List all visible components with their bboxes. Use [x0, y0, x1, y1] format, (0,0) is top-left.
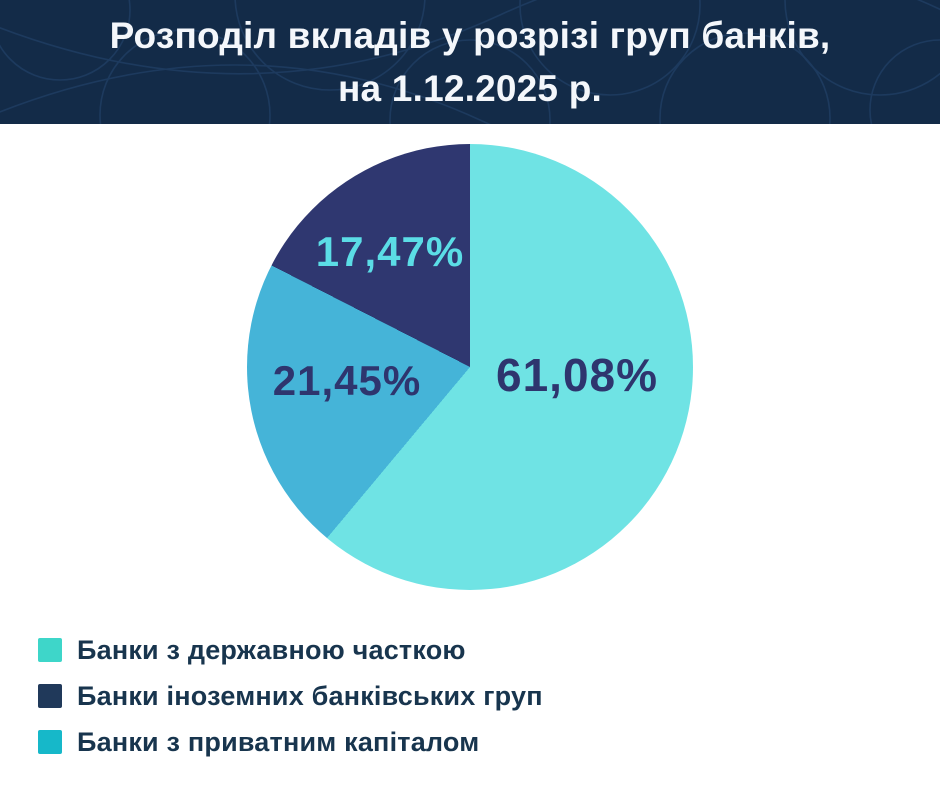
legend-item-state-banks: Банки з державною часткою — [38, 627, 543, 673]
pie-label-state-banks: 61,08% — [495, 349, 659, 401]
legend-swatch-private-banks — [38, 730, 62, 754]
legend-label-foreign-banks: Банки іноземних банківських груп — [77, 680, 543, 711]
pie-label-private-banks: 21,45% — [272, 357, 422, 404]
chart-title-line1: Розподіл вкладів у розрізі груп банків, — [109, 15, 831, 56]
legend-swatch-foreign-banks — [38, 684, 62, 708]
chart-title-line2: на 1.12.2025 р. — [338, 67, 602, 109]
legend-label-private-banks: Банки з приватним капіталом — [77, 726, 480, 757]
legend-item-foreign-banks: Банки іноземних банківських груп — [38, 673, 543, 719]
legend-swatch-state-banks — [38, 638, 62, 662]
legend-label-state-banks: Банки з державною часткою — [77, 634, 466, 665]
header-decorative-pattern — [0, 0, 940, 124]
chart-title: Розподіл вкладів у розрізі груп банків, … — [0, 0, 940, 115]
legend-item-private-banks: Банки з приватним капіталом — [38, 719, 543, 765]
pie-chart: 61,08% 21,45% 17,47% — [247, 144, 693, 590]
chart-header: Розподіл вкладів у розрізі груп банків, … — [0, 0, 940, 124]
pie-label-foreign-banks: 17,47% — [315, 228, 465, 275]
pie-circle — [247, 144, 693, 590]
chart-legend: Банки з державною часткою Банки іноземни… — [38, 627, 543, 765]
